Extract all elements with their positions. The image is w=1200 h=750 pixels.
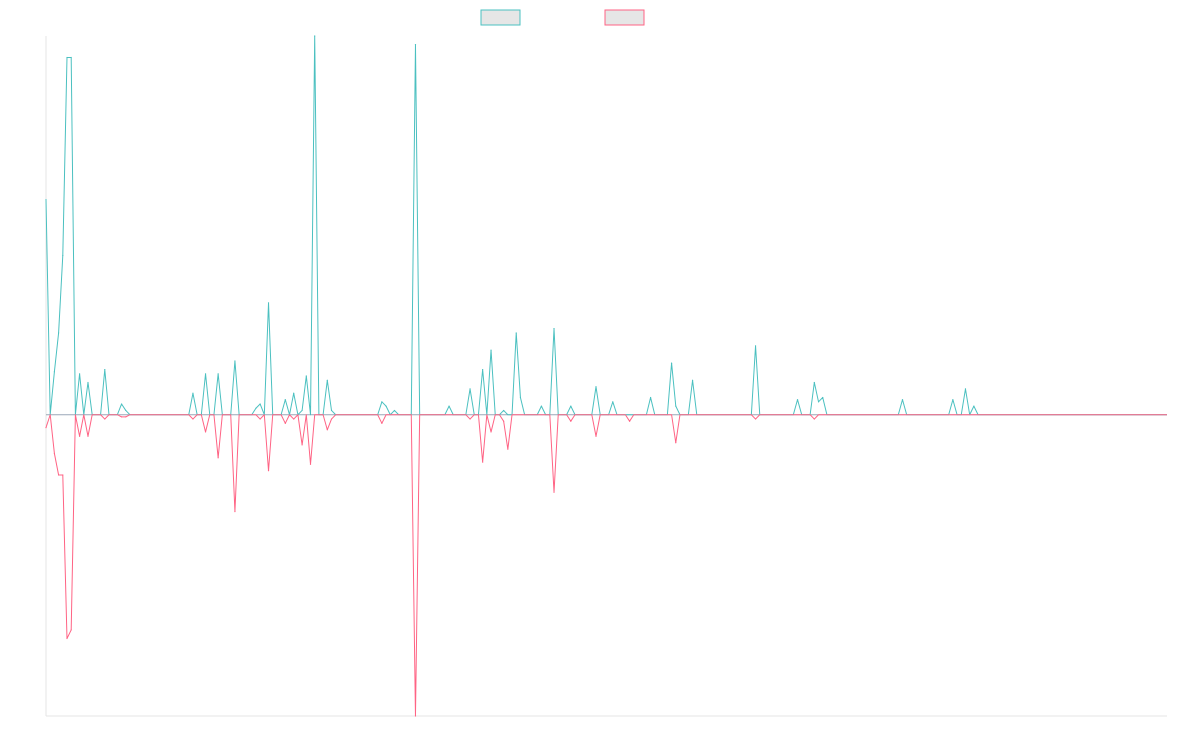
- data-point-negative[interactable]: [754, 418, 757, 420]
- data-point-positive[interactable]: [293, 392, 295, 394]
- data-point-negative[interactable]: [813, 418, 815, 420]
- data-point-negative[interactable]: [120, 416, 123, 418]
- data-point-negative[interactable]: [87, 435, 89, 437]
- data-point-positive[interactable]: [66, 56, 68, 59]
- data-point-positive[interactable]: [192, 392, 194, 394]
- data-point-positive[interactable]: [553, 328, 555, 330]
- data-point-positive[interactable]: [515, 332, 517, 334]
- data-point-positive[interactable]: [570, 405, 572, 407]
- data-point-positive[interactable]: [612, 401, 614, 403]
- data-point-negative[interactable]: [381, 422, 383, 424]
- data-point-positive[interactable]: [691, 379, 694, 381]
- legend-swatch-negative[interactable]: [604, 9, 645, 26]
- data-point-negative[interactable]: [204, 431, 207, 433]
- data-point-negative[interactable]: [104, 418, 106, 420]
- data-point-positive[interactable]: [482, 368, 484, 371]
- data-point-negative[interactable]: [293, 418, 295, 420]
- series-line-positive: [45, 35, 1167, 416]
- data-point-negative[interactable]: [267, 470, 270, 472]
- data-point-positive[interactable]: [104, 368, 106, 371]
- data-point-negative[interactable]: [309, 463, 312, 465]
- data-point-positive[interactable]: [519, 396, 522, 399]
- data-point-positive[interactable]: [490, 349, 492, 351]
- data-point-negative[interactable]: [469, 418, 471, 420]
- data-point-positive[interactable]: [952, 399, 954, 401]
- data-point-negative[interactable]: [570, 420, 572, 422]
- data-point-positive[interactable]: [267, 302, 270, 304]
- legend-swatch-positive[interactable]: [480, 9, 521, 26]
- data-point-positive[interactable]: [234, 360, 236, 362]
- data-point-positive[interactable]: [78, 373, 81, 375]
- data-point-positive[interactable]: [217, 373, 219, 375]
- data-point-positive[interactable]: [649, 396, 652, 399]
- data-point-positive[interactable]: [125, 409, 127, 412]
- data-point-negative[interactable]: [234, 510, 236, 513]
- data-point-positive[interactable]: [45, 198, 47, 201]
- data-point-positive[interactable]: [448, 405, 450, 407]
- data-point-positive[interactable]: [301, 409, 303, 412]
- data-point-positive[interactable]: [670, 362, 673, 364]
- data-point-positive[interactable]: [901, 399, 904, 401]
- axes: [45, 36, 1167, 717]
- data-point-positive[interactable]: [540, 405, 543, 407]
- data-point-positive[interactable]: [305, 375, 307, 377]
- series-line-negative: [45, 414, 1167, 717]
- legend: [480, 9, 645, 26]
- data-point-positive[interactable]: [754, 345, 757, 347]
- data-point-positive[interactable]: [675, 405, 677, 407]
- data-point-negative[interactable]: [284, 422, 286, 424]
- data-point-negative[interactable]: [58, 474, 60, 476]
- data-point-negative[interactable]: [53, 452, 56, 455]
- data-point-negative[interactable]: [553, 491, 555, 493]
- data-point-negative[interactable]: [301, 444, 303, 446]
- data-point-positive[interactable]: [120, 403, 123, 405]
- data-point-positive[interactable]: [381, 401, 383, 403]
- data-point-negative[interactable]: [330, 418, 333, 420]
- data-point-positive[interactable]: [204, 373, 207, 375]
- data-point-negative[interactable]: [217, 457, 219, 459]
- data-point-positive[interactable]: [53, 371, 56, 373]
- data-point-positive[interactable]: [62, 254, 64, 257]
- data-point-negative[interactable]: [595, 435, 597, 437]
- data-point-positive[interactable]: [973, 405, 975, 407]
- data-point-positive[interactable]: [817, 401, 820, 403]
- data-point-negative[interactable]: [414, 715, 417, 717]
- data-point-positive[interactable]: [58, 332, 60, 334]
- data-point-positive[interactable]: [595, 386, 597, 388]
- data-point-positive[interactable]: [796, 399, 799, 401]
- data-point-negative[interactable]: [259, 418, 261, 420]
- data-point-positive[interactable]: [822, 396, 824, 399]
- data-point-positive[interactable]: [330, 409, 333, 412]
- data-point-positive[interactable]: [393, 409, 396, 412]
- data-point-positive[interactable]: [964, 388, 967, 390]
- data-point-positive[interactable]: [259, 403, 261, 405]
- data-point-positive[interactable]: [813, 381, 815, 384]
- plot-area: [45, 35, 1167, 717]
- data-point-positive[interactable]: [255, 407, 257, 409]
- data-point-negative[interactable]: [125, 416, 127, 418]
- data-point-negative[interactable]: [192, 418, 194, 420]
- data-point-positive[interactable]: [70, 56, 72, 59]
- data-point-negative[interactable]: [62, 474, 64, 476]
- data-point-negative[interactable]: [45, 427, 47, 429]
- data-point-positive[interactable]: [326, 379, 328, 381]
- data-point-positive[interactable]: [385, 405, 387, 407]
- data-point-positive[interactable]: [469, 388, 471, 390]
- data-point-positive[interactable]: [284, 399, 286, 401]
- data-point-negative[interactable]: [503, 420, 505, 422]
- data-point-positive[interactable]: [414, 44, 417, 46]
- data-point-negative[interactable]: [66, 637, 68, 640]
- data-point-negative[interactable]: [675, 442, 677, 444]
- data-point-negative[interactable]: [326, 429, 328, 431]
- data-point-negative[interactable]: [78, 435, 81, 437]
- data-point-negative[interactable]: [628, 420, 631, 422]
- data-point-negative[interactable]: [482, 461, 484, 463]
- data-point-negative[interactable]: [507, 448, 509, 450]
- data-point-negative[interactable]: [490, 431, 492, 433]
- data-point-positive[interactable]: [314, 35, 316, 37]
- data-point-positive[interactable]: [87, 381, 89, 384]
- data-point-positive[interactable]: [503, 409, 505, 412]
- data-point-negative[interactable]: [70, 629, 72, 631]
